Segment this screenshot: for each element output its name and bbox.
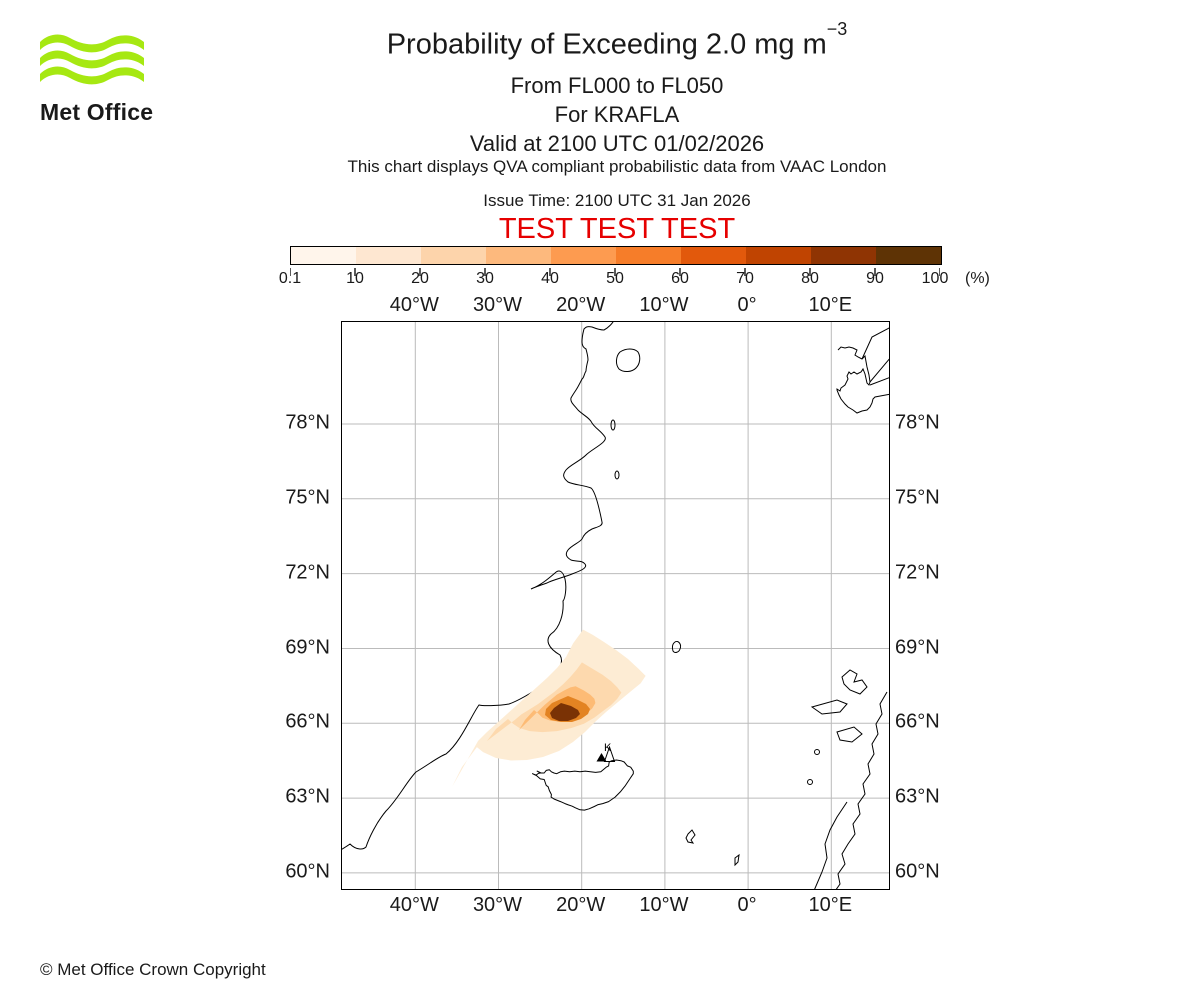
svg-text:K: K — [604, 742, 612, 754]
